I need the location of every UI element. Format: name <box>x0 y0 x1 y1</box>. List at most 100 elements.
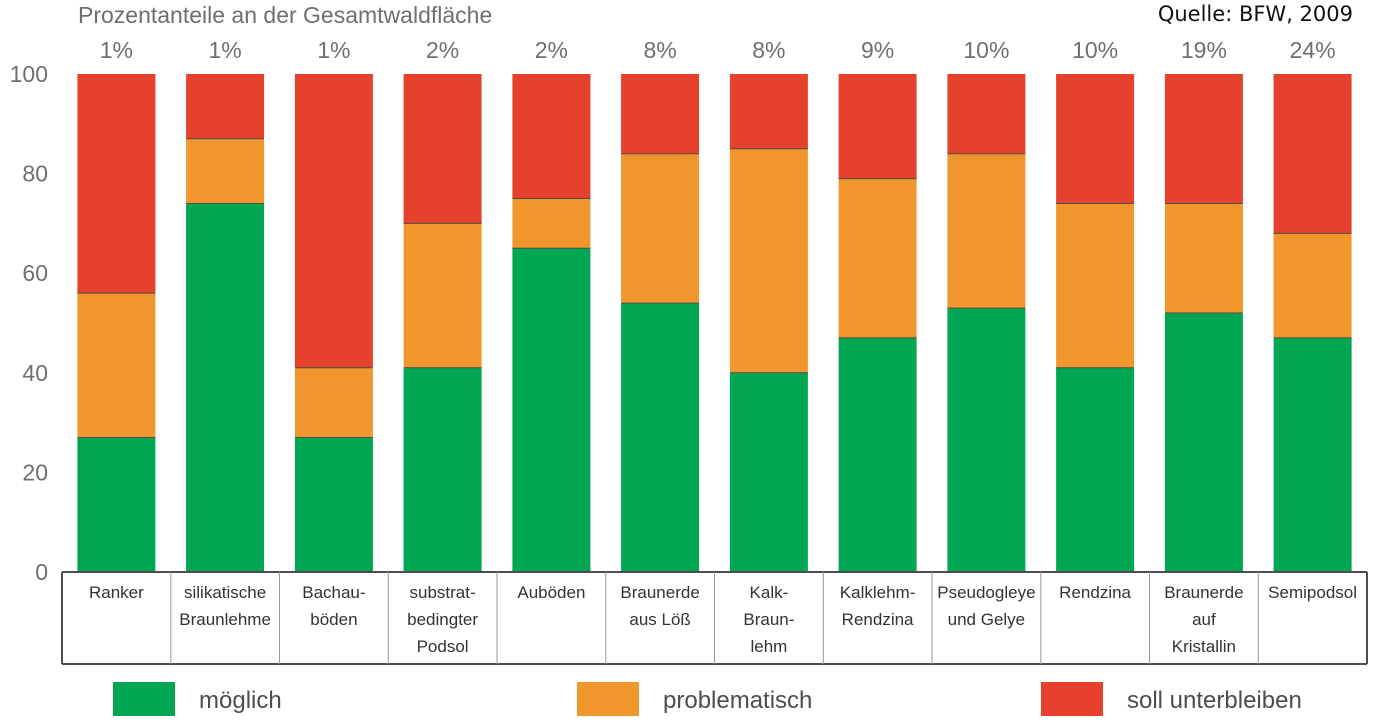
bar-segment <box>186 74 265 139</box>
category-label: Semipodsol <box>1268 583 1357 602</box>
category-label-line: bedingter <box>407 610 478 629</box>
bar-segment <box>1056 74 1135 204</box>
category-label-line: Braunerde <box>1164 583 1243 602</box>
category-label: Auböden <box>517 583 585 602</box>
category-label-line: Kalklehm- <box>840 583 916 602</box>
bar-segment <box>512 198 591 249</box>
bar-segment <box>403 74 482 224</box>
share-label: 8% <box>752 37 785 63</box>
category-label: Bachau-böden <box>302 583 365 629</box>
bar-segment <box>621 303 700 572</box>
category-label: substrat-bedingter Podsol <box>407 583 478 656</box>
bar-segment <box>1056 367 1135 572</box>
category-label-line: Ranker <box>89 583 144 602</box>
bar-segment <box>729 74 808 149</box>
category-label: Pseudogleye und Gelye <box>937 583 1035 629</box>
y-tick-label: 0 <box>35 559 48 585</box>
source-note: Quelle: BFW, 2009 <box>1157 2 1353 26</box>
bar-segment <box>512 74 591 199</box>
bar-segment <box>77 74 156 294</box>
share-label: 24% <box>1290 37 1336 63</box>
category-label: silikatische Braunlehme <box>179 583 271 629</box>
share-label: 1% <box>100 37 133 63</box>
bar-segment <box>1273 74 1352 234</box>
legend-label: möglich <box>199 687 282 714</box>
y-axis: 0 20 40 60 80 100 <box>10 61 48 585</box>
bar-segment <box>403 367 482 572</box>
bar-segment <box>621 153 700 304</box>
category-label: Kalk- Braun-lehm <box>743 583 794 656</box>
bar-segment <box>77 437 156 572</box>
category-label-line: Bachau- <box>302 583 365 602</box>
bar-segment <box>947 308 1026 572</box>
bar-segment <box>947 153 1026 309</box>
bar-segment <box>729 372 808 572</box>
bar-segment <box>186 138 265 204</box>
category-label-line: Rendzina <box>842 610 914 629</box>
bar-segment <box>1164 313 1243 572</box>
bar-segment <box>294 437 373 572</box>
category-label-line: substrat- <box>410 583 476 602</box>
category-label-line: lehm <box>750 637 787 656</box>
bar-segment <box>512 248 591 573</box>
category-label: Rendzina <box>1059 583 1131 602</box>
legend-swatch <box>577 682 639 716</box>
category-label-line: aus Löß <box>629 610 690 629</box>
category-label-line: Braunerde <box>620 583 699 602</box>
legend-label: soll unterbleiben <box>1127 687 1302 714</box>
category-label: Ranker <box>89 583 144 602</box>
y-tick-label: 80 <box>22 161 48 187</box>
chart-title: Prozentanteile an der Gesamtwaldfläche <box>78 2 493 28</box>
y-tick-label: 100 <box>10 61 48 87</box>
category-label: Kalklehm- Rendzina <box>840 583 916 629</box>
category-label-line: Pseudogleye <box>937 583 1035 602</box>
category-label-line: auf <box>1192 610 1216 629</box>
share-label: 8% <box>643 37 676 63</box>
share-label: 1% <box>317 37 350 63</box>
bar-segment <box>403 223 482 368</box>
bar-segment <box>838 74 917 179</box>
y-tick-label: 40 <box>22 360 48 386</box>
legend-swatch <box>1041 682 1103 716</box>
legend-swatch <box>113 682 175 716</box>
share-label: 2% <box>426 37 459 63</box>
category-label: Braunerde aus Löß <box>620 583 699 629</box>
category-label-line: Kristallin <box>1172 637 1236 656</box>
bar-segment <box>838 178 917 338</box>
category-label-line: silikatische <box>184 583 266 602</box>
share-label: 19% <box>1181 37 1227 63</box>
y-tick-label: 60 <box>22 260 48 286</box>
bar-segment <box>294 367 373 438</box>
bar-segment <box>1164 74 1243 204</box>
share-label: 1% <box>208 37 241 63</box>
bar-segment <box>729 148 808 373</box>
bar-segment <box>77 293 156 438</box>
category-table: Ranker silikatische Braunlehme Bachau-böden… <box>61 571 1368 665</box>
bar-segment <box>1164 203 1243 314</box>
bar-segment <box>1273 337 1352 572</box>
share-labels: 1% 1% 1% 2% 2% 8% 8% 9% 10% 10% 19% 24% <box>100 37 1336 63</box>
category-label-line: und Gelye <box>948 610 1026 629</box>
share-label: 9% <box>861 37 894 63</box>
category-label-line: Podsol <box>417 637 469 656</box>
category-label-line: Rendzina <box>1059 583 1131 602</box>
y-tick-label: 20 <box>22 459 48 485</box>
category-label-line: Braunlehme <box>179 610 271 629</box>
category-label-line: Braun- <box>743 610 794 629</box>
category-label-line: Semipodsol <box>1268 583 1357 602</box>
bar-segment <box>186 203 265 572</box>
share-label: 10% <box>1072 37 1118 63</box>
bar-segment <box>1273 233 1352 338</box>
bar-segment <box>947 74 1026 154</box>
bar-segment <box>621 74 700 154</box>
bars <box>77 74 1352 573</box>
legend-label: problematisch <box>663 687 812 714</box>
bar-segment <box>838 337 917 572</box>
category-label-line: böden <box>310 610 357 629</box>
category-label-line: Auböden <box>517 583 585 602</box>
share-label: 10% <box>963 37 1009 63</box>
bar-segment <box>1056 203 1135 368</box>
category-label-line: Kalk- <box>750 583 789 602</box>
bar-segment <box>294 74 373 368</box>
